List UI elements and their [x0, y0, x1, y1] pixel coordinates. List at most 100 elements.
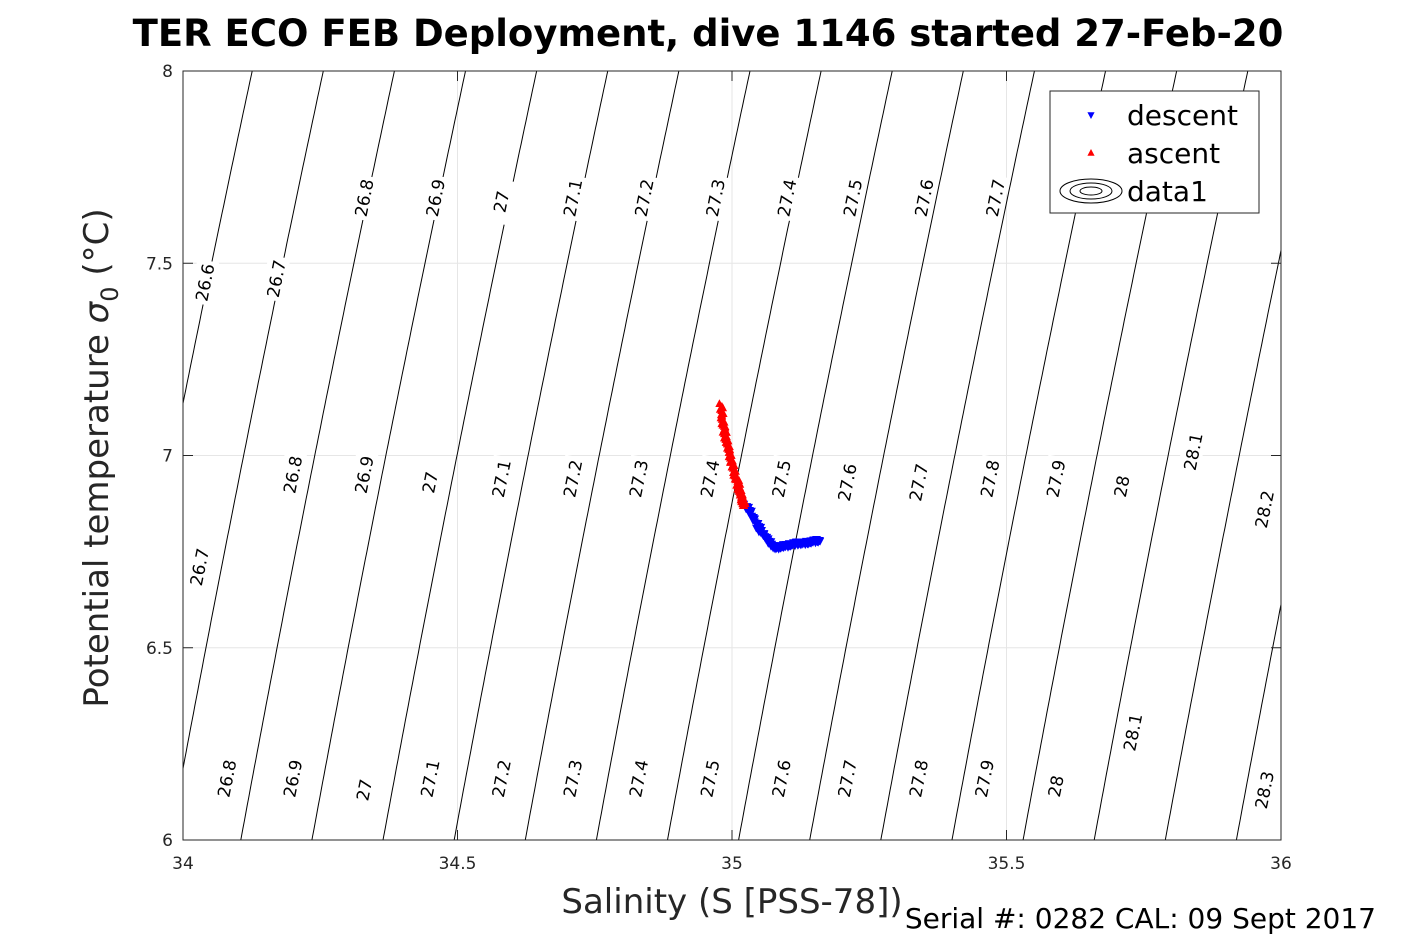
contour-label-bg	[1248, 485, 1279, 533]
contour-label-bg	[765, 454, 796, 503]
legend-item-ascent: ascent	[1087, 137, 1220, 170]
contour-label-bg	[1105, 462, 1136, 510]
contour-label: 27.7	[979, 173, 1010, 222]
y-axis-label-unit: (°C)	[77, 208, 117, 286]
chart-title: TER ECO FEB Deployment, dive 1146 starte…	[133, 12, 1284, 55]
data-point-ascent	[739, 500, 749, 509]
contour-label-bg	[765, 754, 796, 803]
contour-label: 26.9	[419, 173, 450, 222]
contour-label-bg	[414, 754, 445, 803]
isopycnal-line	[1235, 601, 1281, 840]
contour-label-bg	[1039, 454, 1071, 503]
contour-label-bg	[973, 454, 1005, 503]
x-axis-ticks: 34 34.5 35 35.5 36	[172, 71, 1292, 874]
contour-label-bg	[556, 173, 587, 222]
contour-label-bg	[693, 754, 725, 803]
contour-label-text: 27	[490, 189, 514, 214]
isopycnal-line	[880, 71, 1035, 840]
isopycnal-line	[183, 71, 253, 407]
contour-label-bg	[836, 173, 867, 222]
y-axis-label-text: Potential temperature	[77, 323, 117, 707]
contour-label-bg	[628, 173, 659, 222]
contour-label-bg	[699, 173, 730, 222]
contour-label-bg	[979, 173, 1010, 222]
contour-label: 27	[485, 177, 516, 226]
contour-label-bg	[260, 254, 291, 303]
contour-label: 28	[1039, 762, 1071, 810]
contour-label-bg	[183, 543, 214, 591]
isopycnal-line	[183, 71, 324, 772]
legend: descent ascent data1	[1049, 90, 1260, 214]
series-descent	[740, 500, 825, 554]
serial-calibration-note: Serial #: 0282 CAL: 09 Sept 2017	[905, 902, 1376, 935]
contour-label-text: 27	[419, 470, 443, 495]
contour-label-bg	[831, 458, 862, 506]
contour-label-bg	[348, 173, 379, 222]
contour-label: 27.7	[831, 754, 862, 803]
x-tick-label: 35	[721, 854, 743, 874]
isopycnal-line	[1164, 247, 1281, 840]
contour-label: 27.5	[765, 454, 796, 503]
y-tick-label: 7	[162, 447, 173, 467]
contour-label-bg	[485, 454, 516, 503]
contour-label-bg	[1116, 708, 1147, 756]
contour-label: 27	[414, 458, 445, 506]
x-tick-label: 34.5	[439, 854, 477, 874]
contour-label-text: 28	[1045, 774, 1069, 799]
contour-label-bg	[348, 766, 379, 814]
contour-label: 26.7	[260, 254, 291, 303]
contour-label: 27.8	[902, 754, 933, 803]
contour-label-bg	[902, 754, 933, 803]
contour-label-bg	[902, 458, 933, 506]
legend-marker-descent	[1087, 112, 1095, 119]
contour-label-text: 28	[1111, 474, 1135, 499]
x-tick-label: 34	[172, 854, 194, 874]
contour-label-bg	[556, 754, 587, 803]
x-tick-label: 35.5	[988, 854, 1026, 874]
y-tick-label: 6.5	[146, 639, 173, 659]
contour-label-bg	[556, 454, 587, 503]
contour-label-bg	[908, 173, 939, 222]
contour-label: 26.6	[188, 258, 220, 307]
contour-label: 27.3	[699, 173, 730, 222]
contour-label-bg	[1039, 762, 1071, 810]
contour-label-bg	[419, 173, 450, 222]
legend-item-data1: data1	[1059, 175, 1208, 208]
contour-label: 27.1	[556, 173, 587, 222]
isopycnal-line	[738, 71, 893, 840]
legend-box	[1049, 90, 1260, 214]
contour-label-bg	[276, 450, 307, 499]
legend-contour-icon	[1079, 186, 1103, 196]
contour-label-bg	[188, 258, 220, 307]
contour-label-bg	[414, 458, 445, 506]
isopycnal-line	[809, 71, 964, 840]
legend-label: descent	[1127, 99, 1238, 132]
data-point-descent	[815, 536, 824, 545]
contour-label-bg	[622, 754, 653, 803]
x-axis-label: Salinity (S [PSS-78])	[561, 882, 902, 922]
y-axis-ticks: 6 6.5 7 7.5 8	[146, 62, 1281, 851]
contour-label-text: 27	[353, 778, 377, 803]
contour-label: 27.9	[968, 754, 999, 803]
contour-label-bg	[968, 754, 999, 803]
contour-label: 27.8	[973, 454, 1005, 503]
y-tick-label: 6	[162, 831, 173, 851]
contour-label: 27.4	[622, 754, 653, 803]
contour-label: 27.2	[556, 454, 587, 503]
legend-label: data1	[1127, 175, 1208, 208]
legend-contour-icon	[1069, 182, 1113, 200]
contour-label-bg	[770, 173, 802, 222]
contour-label-bg	[831, 754, 862, 803]
contour-label: 27.5	[693, 754, 725, 803]
legend-contour-icon	[1059, 178, 1123, 204]
series-ascent	[715, 399, 750, 510]
legend-marker-ascent	[1087, 149, 1095, 156]
legend-item-descent: descent	[1087, 99, 1238, 132]
contour-label-bg	[622, 454, 653, 503]
y-tick-label: 8	[162, 62, 173, 82]
contour-label-bg	[693, 454, 725, 503]
x-tick-label: 36	[1270, 854, 1292, 874]
y-tick-label: 7.5	[146, 254, 173, 274]
data-series	[715, 399, 825, 554]
